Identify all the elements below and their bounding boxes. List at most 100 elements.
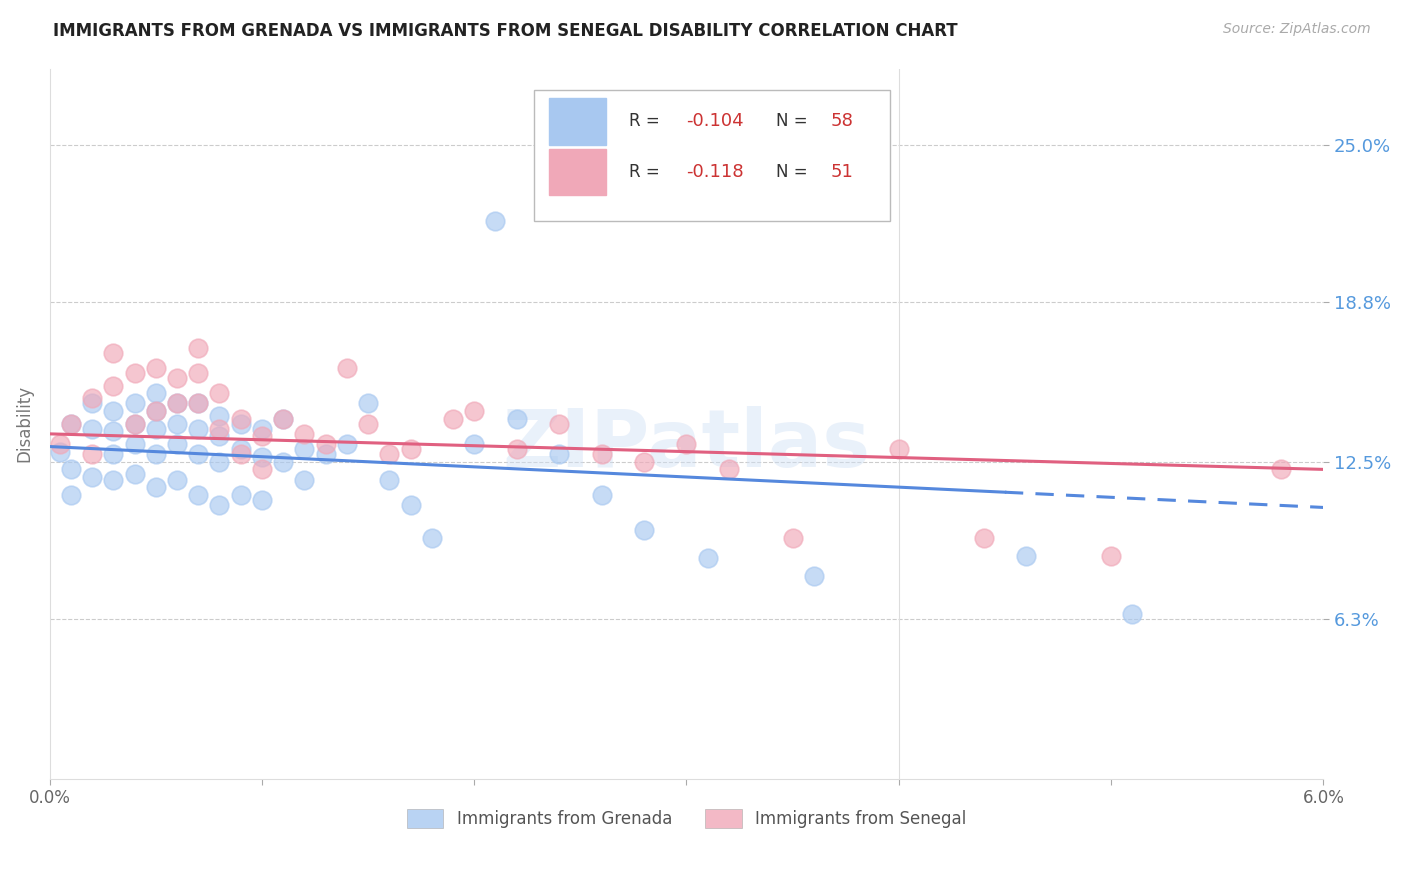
Point bbox=[124, 417, 146, 431]
Point bbox=[591, 447, 613, 461]
Point bbox=[49, 444, 72, 458]
Text: 51: 51 bbox=[831, 163, 853, 181]
Point bbox=[166, 371, 188, 385]
Point bbox=[208, 422, 231, 436]
Point bbox=[1099, 549, 1122, 563]
Text: ZIPatlas: ZIPatlas bbox=[502, 406, 870, 484]
Point bbox=[378, 447, 401, 461]
Point bbox=[59, 417, 82, 431]
Point bbox=[315, 447, 337, 461]
Point bbox=[250, 422, 273, 436]
Point bbox=[208, 455, 231, 469]
Point bbox=[187, 447, 209, 461]
Point bbox=[250, 450, 273, 464]
Point bbox=[145, 422, 167, 436]
Point bbox=[229, 411, 252, 425]
Point bbox=[59, 488, 82, 502]
Point bbox=[357, 417, 380, 431]
Text: 58: 58 bbox=[831, 112, 853, 130]
Point bbox=[124, 396, 146, 410]
Point bbox=[82, 447, 104, 461]
Point bbox=[717, 462, 740, 476]
Point bbox=[357, 396, 380, 410]
Text: N =: N = bbox=[776, 163, 813, 181]
Point bbox=[82, 422, 104, 436]
Point bbox=[187, 366, 209, 380]
Point bbox=[82, 396, 104, 410]
Point bbox=[208, 386, 231, 401]
Point bbox=[484, 213, 506, 227]
Point bbox=[315, 437, 337, 451]
Point bbox=[250, 462, 273, 476]
Point bbox=[145, 404, 167, 418]
Point bbox=[633, 455, 655, 469]
Text: R =: R = bbox=[630, 163, 665, 181]
FancyBboxPatch shape bbox=[548, 149, 606, 195]
Point bbox=[208, 498, 231, 512]
Point bbox=[229, 447, 252, 461]
Point bbox=[103, 378, 125, 392]
Point bbox=[1015, 549, 1038, 563]
Point bbox=[59, 462, 82, 476]
Point bbox=[803, 569, 825, 583]
Point bbox=[399, 498, 422, 512]
Point bbox=[49, 437, 72, 451]
FancyBboxPatch shape bbox=[534, 90, 890, 221]
Point bbox=[208, 409, 231, 423]
Point bbox=[294, 442, 316, 456]
Point bbox=[166, 396, 188, 410]
Point bbox=[166, 473, 188, 487]
Point bbox=[187, 341, 209, 355]
Point bbox=[187, 422, 209, 436]
Point bbox=[124, 417, 146, 431]
Point bbox=[166, 417, 188, 431]
Text: -0.118: -0.118 bbox=[686, 163, 744, 181]
Point bbox=[271, 455, 294, 469]
Point bbox=[59, 417, 82, 431]
Point bbox=[505, 442, 527, 456]
Point bbox=[336, 437, 359, 451]
Point bbox=[145, 447, 167, 461]
Text: R =: R = bbox=[630, 112, 665, 130]
Point bbox=[633, 523, 655, 537]
Point bbox=[103, 425, 125, 439]
Point bbox=[591, 488, 613, 502]
Text: Source: ZipAtlas.com: Source: ZipAtlas.com bbox=[1223, 22, 1371, 37]
Point bbox=[187, 396, 209, 410]
Point bbox=[336, 360, 359, 375]
Point bbox=[378, 473, 401, 487]
Point bbox=[1121, 607, 1143, 621]
Point bbox=[463, 437, 485, 451]
Point bbox=[124, 437, 146, 451]
Point bbox=[82, 470, 104, 484]
Point bbox=[166, 437, 188, 451]
Point bbox=[145, 386, 167, 401]
Text: N =: N = bbox=[776, 112, 813, 130]
Point bbox=[675, 437, 697, 451]
Point bbox=[887, 442, 910, 456]
Point bbox=[271, 411, 294, 425]
Point bbox=[229, 417, 252, 431]
Point bbox=[420, 531, 443, 545]
Point bbox=[973, 531, 995, 545]
Y-axis label: Disability: Disability bbox=[15, 385, 32, 462]
Point bbox=[145, 360, 167, 375]
Point bbox=[103, 473, 125, 487]
Text: IMMIGRANTS FROM GRENADA VS IMMIGRANTS FROM SENEGAL DISABILITY CORRELATION CHART: IMMIGRANTS FROM GRENADA VS IMMIGRANTS FR… bbox=[53, 22, 957, 40]
Point bbox=[82, 392, 104, 406]
Point bbox=[187, 488, 209, 502]
Point bbox=[250, 429, 273, 443]
Legend: Immigrants from Grenada, Immigrants from Senegal: Immigrants from Grenada, Immigrants from… bbox=[399, 802, 973, 835]
Point bbox=[271, 411, 294, 425]
Point bbox=[696, 551, 718, 566]
Text: -0.104: -0.104 bbox=[686, 112, 744, 130]
Point bbox=[463, 404, 485, 418]
Point bbox=[548, 417, 571, 431]
Point bbox=[229, 488, 252, 502]
Point bbox=[1270, 462, 1292, 476]
Point bbox=[103, 345, 125, 359]
Point bbox=[103, 404, 125, 418]
Point bbox=[145, 404, 167, 418]
Point bbox=[441, 411, 464, 425]
Point bbox=[145, 480, 167, 494]
